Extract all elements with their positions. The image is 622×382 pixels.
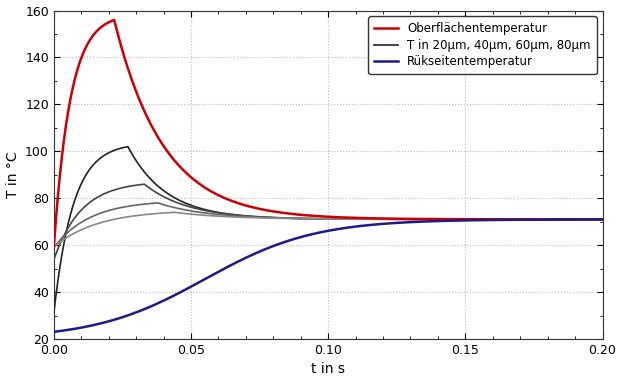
- Line: Rükseitentemperatur: Rükseitentemperatur: [54, 219, 603, 332]
- Oberflächentemperatur: [407, 217, 414, 221]
- T in 20μm, 40μm, 60μm, 80μm: [150, 180, 157, 185]
- Rükseitentemperatur: [50, 330, 58, 334]
- Oberflächentemperatur: [260, 207, 267, 212]
- Line: T in 20μm, 40μm, 60μm, 80μm: T in 20μm, 40μm, 60μm, 80μm: [54, 147, 603, 313]
- Oberflächentemperatur: [599, 217, 606, 222]
- T in 20μm, 40μm, 60μm, 80μm: [501, 217, 509, 222]
- Oberflächentemperatur: [379, 216, 387, 221]
- Oberflächentemperatur: [150, 127, 157, 132]
- Rükseitentemperatur: [460, 218, 467, 223]
- Y-axis label: T in °C: T in °C: [6, 152, 19, 198]
- X-axis label: t in s: t in s: [311, 363, 345, 376]
- Legend: Oberflächentemperatur, T in 20μm, 40μm, 60μm, 80μm, Rükseitentemperatur: Oberflächentemperatur, T in 20μm, 40μm, …: [368, 16, 596, 74]
- T in 20μm, 40μm, 60μm, 80μm: [599, 217, 606, 222]
- T in 20μm, 40μm, 60μm, 80μm: [407, 217, 414, 222]
- Rükseitentemperatur: [260, 248, 267, 252]
- T in 20μm, 40μm, 60μm, 80μm: [379, 217, 387, 222]
- Line: Oberflächentemperatur: Oberflächentemperatur: [54, 20, 603, 247]
- Rükseitentemperatur: [407, 220, 414, 224]
- Oberflächentemperatur: [50, 244, 58, 249]
- T in 20μm, 40μm, 60μm, 80μm: [124, 144, 132, 149]
- Rükseitentemperatur: [379, 222, 387, 226]
- Oberflächentemperatur: [460, 217, 467, 222]
- Rükseitentemperatur: [599, 217, 606, 222]
- T in 20μm, 40μm, 60μm, 80μm: [50, 311, 58, 315]
- Oberflächentemperatur: [501, 217, 509, 222]
- Oberflächentemperatur: [110, 18, 118, 22]
- Rükseitentemperatur: [501, 218, 509, 222]
- Rükseitentemperatur: [150, 303, 157, 308]
- T in 20μm, 40μm, 60μm, 80μm: [460, 217, 467, 222]
- T in 20μm, 40μm, 60μm, 80μm: [260, 215, 267, 220]
